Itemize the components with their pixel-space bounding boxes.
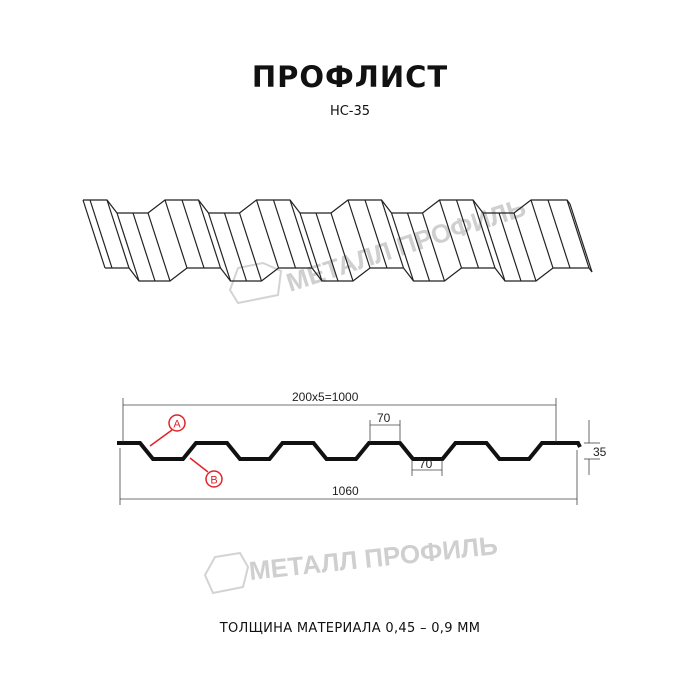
- sheet-rib-line: [89, 199, 113, 269]
- material-thickness: ТОЛЩИНА МАТЕРИАЛА 0,45 – 0,9 ММ: [219, 621, 481, 636]
- profile-line: [117, 441, 582, 461]
- bottom-width-label: 70: [419, 457, 433, 471]
- watermarks: МЕТАЛЛ ПРОФИЛЬ МЕТАЛЛ ПРОФИЛЬ: [203, 192, 530, 595]
- sheet-fold-line: [421, 212, 446, 282]
- watermark-bottom: МЕТАЛЛ ПРОФИЛЬ: [247, 530, 499, 586]
- sheet-fold-line: [330, 212, 354, 282]
- sheet-fold-line: [207, 212, 232, 282]
- sheet-fold-line: [380, 199, 405, 269]
- sheet-fold-line: [569, 203, 593, 273]
- sheet-3d-view: [82, 199, 593, 282]
- profile-section: 200x5=1000 1060 35 70 70 A B: [117, 390, 607, 505]
- sheet-fold-line: [472, 199, 496, 269]
- top-width-label: 70: [377, 411, 391, 425]
- sheet-fold-line: [116, 212, 140, 282]
- sheet-rib-line: [406, 212, 431, 282]
- sheet-rib-line: [455, 199, 480, 269]
- sheet-fold-line: [197, 199, 222, 269]
- sheet-rib-line: [132, 212, 156, 282]
- sheet-fold-line: [82, 199, 106, 269]
- sheet-rib-line: [223, 212, 248, 282]
- sheet-fold-line: [347, 199, 371, 269]
- sheet-fold-line: [438, 199, 463, 269]
- sheet-rib-line: [315, 212, 339, 282]
- watermark-top: МЕТАЛЛ ПРОФИЛЬ: [283, 192, 530, 298]
- marker-a: A: [173, 419, 181, 431]
- marker-a-circle: [168, 414, 186, 432]
- height-dim-label: 35: [593, 445, 607, 459]
- pitch-dim-label: 200x5=1000: [292, 390, 359, 404]
- sheet-fold-line: [299, 212, 323, 282]
- sheet-fold-line: [513, 212, 537, 282]
- sheet-rib-line: [272, 199, 297, 269]
- sheet-rib-line: [547, 199, 571, 269]
- sheet-rib-line: [181, 199, 205, 269]
- sheet-fold-line: [482, 212, 506, 282]
- sheet-fold-line: [255, 199, 280, 269]
- sheet-rib-line: [498, 212, 522, 282]
- marker-b-circle: [205, 470, 223, 488]
- sheet-fold-line: [238, 212, 263, 282]
- total-dim-label: 1060: [332, 484, 359, 498]
- sheet-fold-line: [289, 199, 313, 269]
- page-title: ПРОФЛИСТ: [251, 60, 449, 94]
- sheet-fold-line: [147, 212, 171, 282]
- sheet-fold-line: [566, 199, 590, 269]
- model-code: НС-35: [329, 104, 371, 119]
- sheet-fold-line: [390, 212, 415, 282]
- sheet-rib-line: [364, 199, 388, 269]
- sheet-fold-line: [164, 199, 188, 269]
- marker-b: B: [210, 475, 217, 487]
- sheet-fold-line: [530, 199, 554, 269]
- sheet-fold-line: [106, 199, 130, 269]
